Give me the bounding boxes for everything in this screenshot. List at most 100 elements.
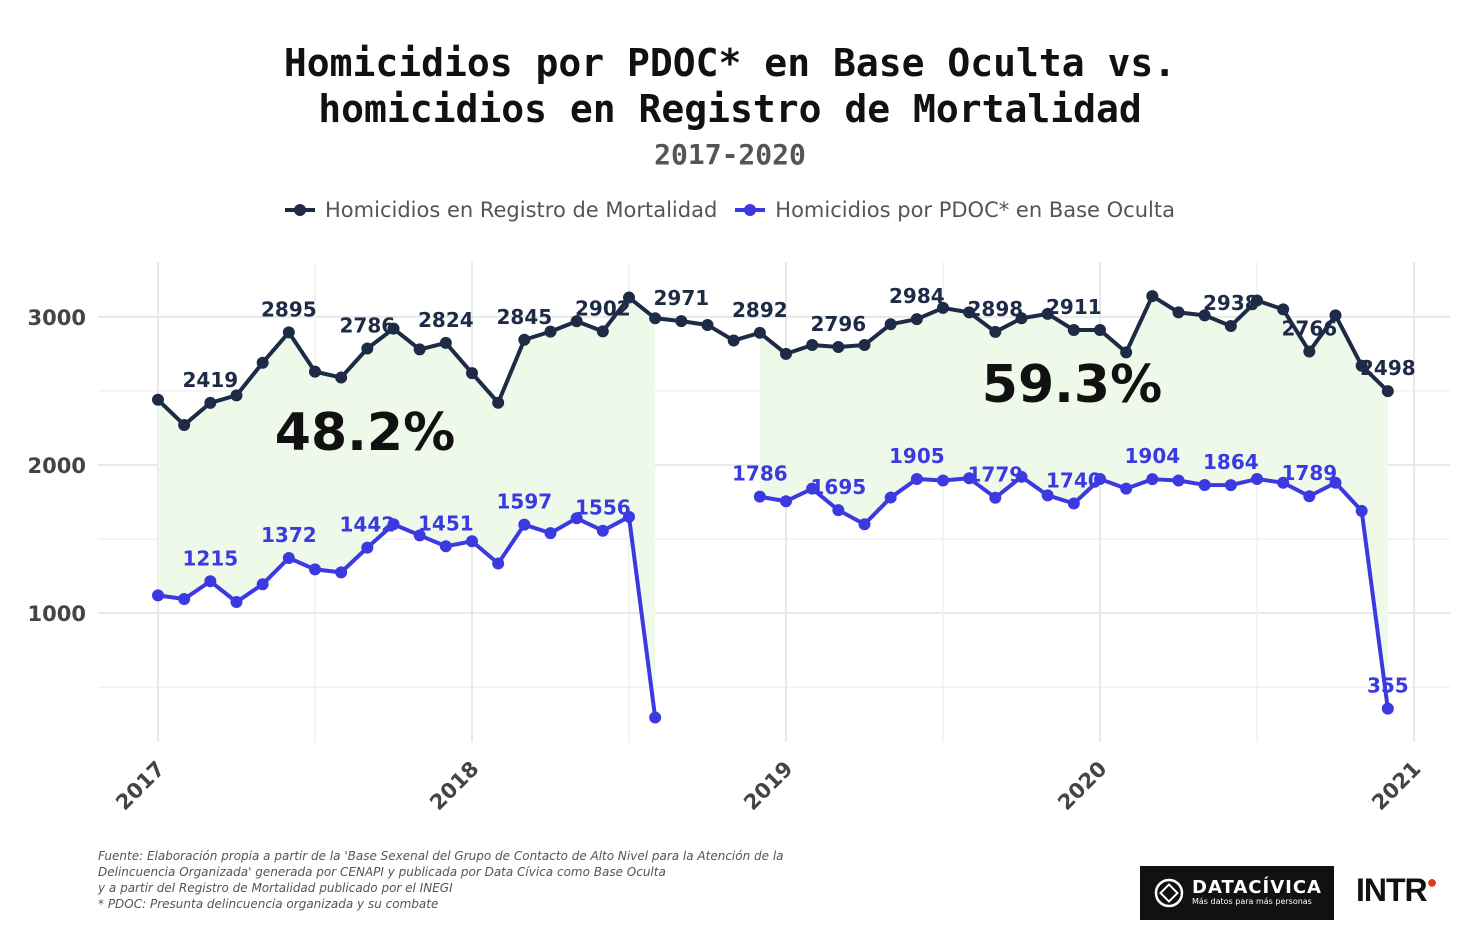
data-label: 1905 [889, 444, 945, 468]
intr-logo-dot: ● [1426, 872, 1438, 892]
series-point-0 [1015, 312, 1028, 325]
data-label: 1786 [732, 462, 788, 486]
data-label: 2766 [1281, 316, 1337, 340]
series-point-1 [466, 535, 478, 548]
series-point-1 [492, 557, 505, 570]
series-point-1 [1355, 504, 1368, 517]
series-point-1 [858, 518, 871, 531]
series-point-1 [309, 563, 321, 576]
shaded-gap-region [158, 297, 656, 718]
data-label: 2971 [653, 286, 709, 310]
y-tick-label: 2000 [28, 454, 86, 478]
series-point-1 [1041, 489, 1054, 502]
series-point-1 [1015, 470, 1028, 483]
series-point-0 [701, 318, 714, 331]
x-tick-label: 2020 [1053, 757, 1111, 815]
series-point-1 [178, 593, 191, 606]
series-point-1 [884, 491, 897, 504]
data-label: 2984 [889, 284, 945, 308]
data-label: 2902 [575, 296, 631, 320]
series-point-0 [989, 325, 1002, 338]
data-label: 2895 [261, 297, 317, 321]
series-point-1 [1120, 482, 1133, 495]
data-label: 355 [1367, 674, 1409, 698]
series-point-1 [1198, 478, 1211, 491]
y-tick-label: 3000 [28, 306, 86, 330]
series-point-0 [1355, 359, 1368, 372]
legend-swatch-base-oculta [735, 204, 766, 216]
series-point-1 [937, 474, 949, 487]
data-label: 1789 [1281, 461, 1337, 485]
series-point-1 [1251, 473, 1263, 486]
series-point-1 [256, 578, 269, 591]
series-point-1 [780, 495, 792, 508]
series-point-0 [806, 338, 819, 351]
legend-item-registro: Homicidios en Registro de Mortalidad [285, 198, 717, 222]
data-label: 2419 [182, 368, 238, 392]
intr-logo: INTR● [1356, 872, 1438, 909]
series-point-0 [1041, 307, 1054, 320]
series-point-1 [806, 482, 819, 495]
series-point-1 [518, 518, 531, 531]
series-point-0 [675, 315, 688, 328]
series-point-1 [152, 589, 164, 602]
series-point-0 [963, 306, 976, 319]
series-point-0 [937, 301, 949, 314]
data-label: 1372 [261, 523, 317, 547]
series-point-0 [152, 393, 164, 406]
data-label: 1779 [967, 463, 1023, 487]
datacivica-logo: DATACÍVICA Más datos para más personas [1140, 866, 1334, 920]
series-point-0 [230, 389, 243, 402]
intr-logo-text: INTR [1356, 872, 1428, 908]
series-point-0 [727, 334, 740, 347]
series-point-1 [230, 596, 243, 608]
x-tick-label: 2018 [425, 757, 483, 815]
series-point-0 [335, 371, 348, 384]
series-point-1 [335, 566, 348, 579]
series-point-1 [596, 524, 609, 537]
data-label: 2786 [339, 314, 395, 338]
series-point-0 [1251, 294, 1263, 307]
data-label: 2796 [810, 312, 866, 336]
data-label: 2498 [1360, 356, 1416, 380]
series-point-1 [1224, 479, 1237, 492]
footnote-line: Fuente: Elaboración propia a partir de l… [98, 849, 784, 863]
legend-label-registro: Homicidios en Registro de Mortalidad [325, 198, 718, 222]
series-point-0 [1067, 324, 1080, 336]
series-point-0 [1094, 324, 1106, 336]
series-point-1 [1303, 490, 1316, 503]
datacivica-logo-name: DATACÍVICA [1192, 877, 1322, 898]
series-point-0 [518, 333, 531, 346]
footnote-line: * PDOC: Presunta delincuencia organizada… [98, 897, 439, 911]
series-point-1 [753, 490, 766, 503]
data-label: 2938 [1203, 291, 1259, 315]
data-label: 2824 [418, 308, 474, 332]
series-point-1 [1381, 702, 1394, 715]
series-point-0 [413, 343, 426, 356]
gap-annotation: 59.3% [982, 355, 1162, 415]
series-point-0 [623, 291, 635, 304]
series-point-1 [1172, 474, 1185, 487]
data-label: 1904 [1124, 444, 1180, 468]
footnote-line: y a partir del Registro de Mortalidad pu… [98, 881, 453, 895]
series-point-1 [623, 510, 635, 523]
series-point-0 [1172, 306, 1185, 319]
x-tick-label: 2017 [111, 757, 169, 815]
chart-title-line1: Homicidios por PDOC* en Base Oculta vs. [283, 41, 1177, 85]
legend: Homicidios en Registro de Mortalidad Hom… [0, 198, 1460, 222]
data-label: 1695 [810, 475, 866, 499]
series-point-1 [832, 504, 845, 517]
series-point-0 [256, 356, 269, 369]
series-point-0 [1381, 385, 1394, 398]
series-point-0 [832, 341, 845, 354]
data-label: 2898 [967, 297, 1023, 321]
x-tick-label: 2021 [1367, 757, 1425, 815]
series-point-0 [178, 418, 191, 431]
series-point-0 [1303, 345, 1316, 358]
data-label: 1215 [182, 546, 238, 570]
series-point-0 [596, 325, 609, 338]
data-label: 1451 [418, 511, 474, 535]
series-point-1 [544, 527, 557, 540]
gap-annotation: 48.2% [275, 403, 455, 463]
